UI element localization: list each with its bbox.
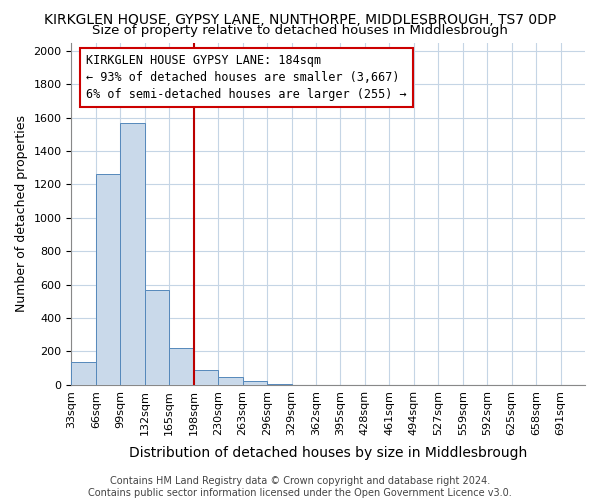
- Bar: [96, 174, 121, 385]
- Bar: [194, 370, 218, 385]
- Bar: [267, 384, 292, 385]
- Text: KIRKGLEN HOUSE GYPSY LANE: 184sqm
← 93% of detached houses are smaller (3,667)
6: KIRKGLEN HOUSE GYPSY LANE: 184sqm ← 93% …: [86, 54, 407, 101]
- X-axis label: Distribution of detached houses by size in Middlesbrough: Distribution of detached houses by size …: [129, 446, 527, 460]
- Text: Size of property relative to detached houses in Middlesbrough: Size of property relative to detached ho…: [92, 24, 508, 37]
- Text: KIRKGLEN HOUSE, GYPSY LANE, NUNTHORPE, MIDDLESBROUGH, TS7 0DP: KIRKGLEN HOUSE, GYPSY LANE, NUNTHORPE, M…: [44, 12, 556, 26]
- Y-axis label: Number of detached properties: Number of detached properties: [15, 115, 28, 312]
- Bar: [218, 376, 242, 385]
- Bar: [242, 380, 267, 385]
- Bar: [71, 362, 96, 385]
- Bar: [169, 348, 194, 385]
- Bar: [121, 122, 145, 385]
- Bar: [145, 290, 169, 385]
- Text: Contains HM Land Registry data © Crown copyright and database right 2024.
Contai: Contains HM Land Registry data © Crown c…: [88, 476, 512, 498]
